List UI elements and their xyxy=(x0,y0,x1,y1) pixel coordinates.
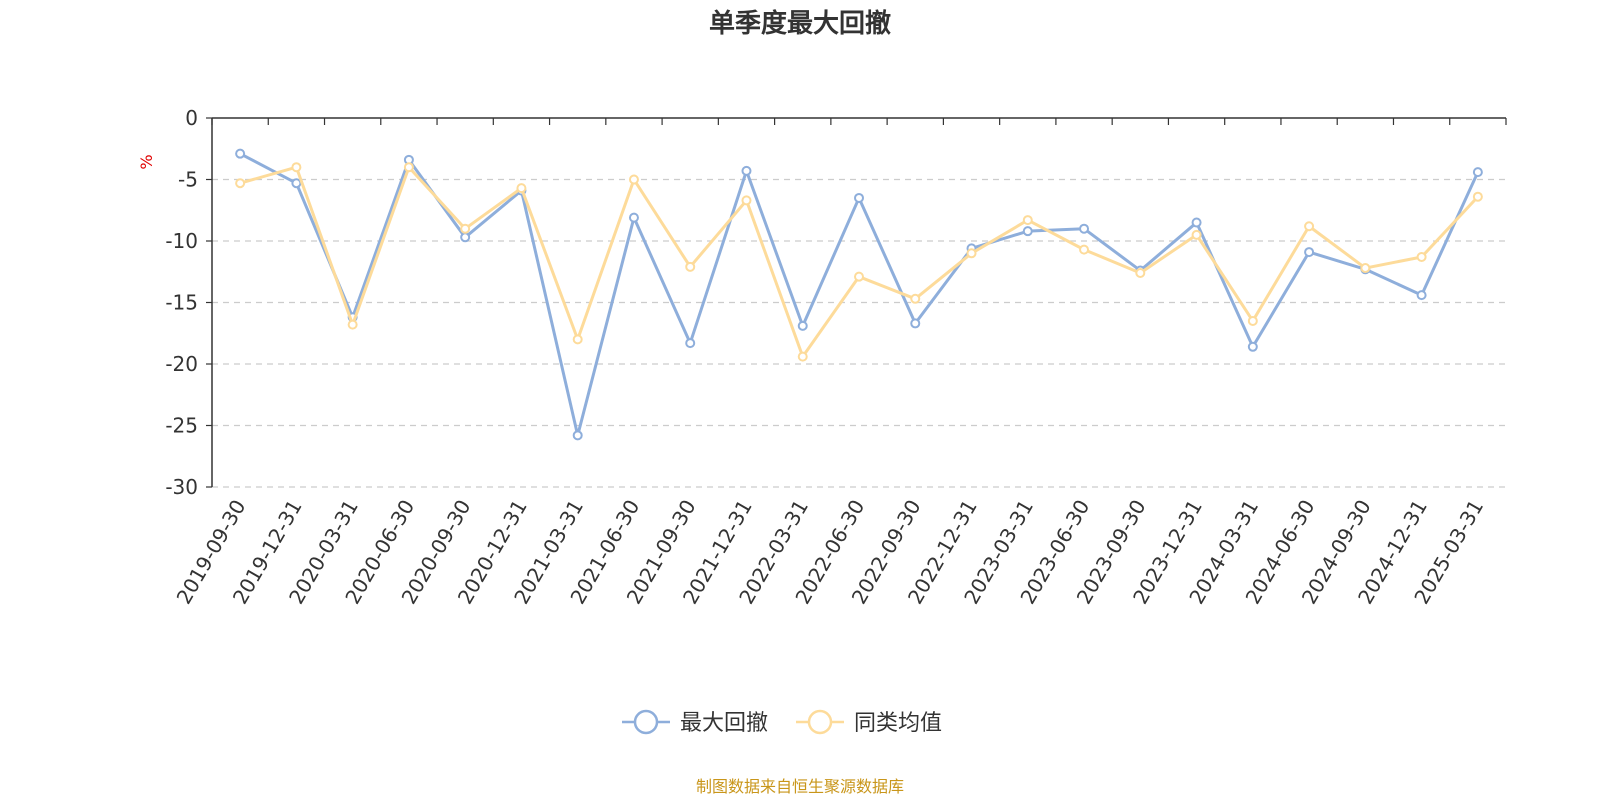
data-point xyxy=(1079,244,1090,255)
data-point xyxy=(1472,191,1483,202)
y-axis-unit: % xyxy=(137,154,156,169)
data-point xyxy=(1247,315,1258,326)
data-point xyxy=(741,195,752,206)
data-point xyxy=(1416,251,1427,262)
data-point xyxy=(1022,226,1033,237)
y-tick-label: 0 xyxy=(185,106,198,130)
data-point xyxy=(1247,341,1258,352)
data-point xyxy=(910,318,921,329)
data-point xyxy=(1191,217,1202,228)
data-point xyxy=(1079,223,1090,234)
data-point xyxy=(1472,167,1483,178)
data-point xyxy=(460,223,471,234)
legend: 最大回撤 同类均值 xyxy=(622,709,942,736)
axes: 0-5-10-15-20-25-302019-09-302019-12-3120… xyxy=(165,106,1507,608)
data-point xyxy=(1360,263,1371,274)
legend-marker xyxy=(807,709,833,735)
y-tick-label: -10 xyxy=(165,229,198,253)
y-tick-label: -30 xyxy=(165,475,198,499)
data-point xyxy=(1022,215,1033,226)
legend-marker xyxy=(633,709,659,735)
data-point xyxy=(1304,221,1315,232)
data-point xyxy=(966,248,977,259)
y-tick-label: -15 xyxy=(165,291,198,315)
data-point xyxy=(516,183,527,194)
legend-label: 同类均值 xyxy=(854,711,942,736)
source-note: 制图数据来自恒生聚源数据库 xyxy=(696,777,904,796)
data-point xyxy=(854,192,864,203)
data-point xyxy=(347,319,358,330)
series xyxy=(235,148,1483,441)
data-point xyxy=(628,174,639,185)
data-point xyxy=(797,351,808,362)
legend-label: 最大回撤 xyxy=(680,711,768,736)
data-point xyxy=(685,338,696,349)
data-point xyxy=(854,271,864,282)
data-point xyxy=(403,162,414,173)
data-point xyxy=(628,212,639,223)
data-point xyxy=(910,293,921,304)
y-tick-label: -5 xyxy=(178,168,198,192)
data-point xyxy=(235,148,246,159)
chart-title: 单季度最大回撤 xyxy=(709,8,891,39)
grid-lines xyxy=(212,178,1506,488)
data-point xyxy=(1191,229,1202,240)
data-point xyxy=(741,165,752,176)
y-tick-label: -25 xyxy=(165,414,198,438)
data-point xyxy=(460,232,471,243)
data-point xyxy=(235,178,246,189)
data-point xyxy=(291,162,302,173)
data-point xyxy=(291,178,302,189)
data-point xyxy=(1135,267,1146,278)
data-point xyxy=(685,261,696,272)
data-point xyxy=(572,430,583,441)
data-point xyxy=(572,334,583,345)
data-point xyxy=(1304,247,1315,258)
data-point xyxy=(797,320,808,331)
data-point xyxy=(1416,290,1427,301)
y-tick-label: -20 xyxy=(165,352,198,376)
